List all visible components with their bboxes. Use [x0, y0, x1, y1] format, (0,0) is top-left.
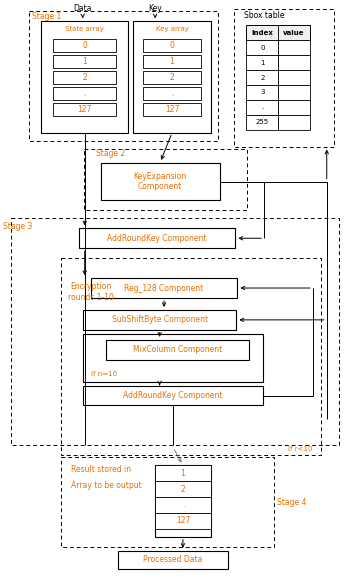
Bar — [106, 340, 249, 360]
Bar — [79, 228, 236, 248]
Text: 2: 2 — [170, 73, 174, 82]
Bar — [53, 103, 117, 116]
Bar — [278, 40, 310, 55]
Bar — [278, 55, 310, 70]
Text: State array: State array — [65, 26, 104, 32]
Bar — [61, 457, 274, 547]
Text: 3: 3 — [260, 90, 265, 95]
Text: Stage 4: Stage 4 — [277, 497, 307, 507]
Bar — [278, 70, 310, 85]
Bar — [246, 85, 278, 100]
Text: Data: Data — [74, 4, 92, 13]
Bar — [246, 40, 278, 55]
Text: 1: 1 — [170, 57, 174, 66]
Bar — [143, 71, 201, 84]
Bar — [118, 550, 227, 569]
Text: rounds 1-10: rounds 1-10 — [68, 294, 114, 302]
Bar — [11, 218, 338, 445]
Bar — [53, 39, 117, 52]
Text: Stage 3: Stage 3 — [3, 222, 33, 231]
Text: 1: 1 — [181, 469, 185, 477]
Bar — [41, 21, 128, 133]
Bar — [53, 55, 117, 68]
Text: KeyExpansion
Component: KeyExpansion Component — [133, 172, 187, 191]
Text: .: . — [171, 89, 173, 98]
Text: 0: 0 — [82, 41, 87, 50]
Text: Stage 1: Stage 1 — [32, 12, 62, 21]
Bar — [278, 85, 310, 100]
Text: MixColumn Component: MixColumn Component — [133, 345, 222, 355]
Bar — [84, 149, 247, 211]
Text: Index: Index — [251, 30, 273, 36]
Text: 0: 0 — [170, 41, 174, 50]
Text: 127: 127 — [165, 105, 179, 114]
Bar — [83, 334, 263, 381]
Text: .: . — [84, 89, 86, 98]
Text: .: . — [182, 501, 184, 510]
Bar — [143, 55, 201, 68]
Text: Result stored in: Result stored in — [71, 464, 131, 474]
Text: Array to be output: Array to be output — [71, 481, 142, 490]
Text: 255: 255 — [256, 119, 269, 125]
Bar — [246, 115, 278, 130]
Bar — [53, 87, 117, 100]
Text: 127: 127 — [77, 105, 92, 114]
Text: 1: 1 — [260, 60, 265, 66]
Text: Key array: Key array — [155, 26, 189, 32]
Bar — [100, 163, 219, 201]
Text: 2: 2 — [260, 74, 265, 81]
Bar — [83, 310, 236, 330]
Text: 0: 0 — [260, 44, 265, 51]
Text: Processed Data: Processed Data — [143, 555, 203, 564]
Text: value: value — [283, 30, 305, 36]
Bar — [143, 87, 201, 100]
Bar — [143, 103, 201, 116]
Bar — [246, 100, 278, 115]
Bar — [246, 55, 278, 70]
Text: If n=10: If n=10 — [92, 371, 118, 377]
Text: AddRoundKey Component: AddRoundKey Component — [107, 234, 207, 243]
Text: 1: 1 — [82, 57, 87, 66]
Text: Key: Key — [148, 4, 162, 13]
Text: Stage 2: Stage 2 — [96, 149, 125, 158]
Bar — [155, 465, 211, 481]
Bar — [246, 70, 278, 85]
Bar — [53, 71, 117, 84]
Bar — [155, 497, 211, 513]
Bar — [143, 39, 201, 52]
Bar — [61, 258, 321, 455]
Bar — [246, 25, 310, 40]
Text: AddRoundKey Component: AddRoundKey Component — [123, 391, 223, 400]
Bar — [235, 9, 334, 147]
Bar — [278, 115, 310, 130]
Text: 2: 2 — [82, 73, 87, 82]
Bar — [29, 11, 218, 141]
Text: .: . — [261, 104, 264, 111]
Text: Reg_128 Component: Reg_128 Component — [125, 284, 204, 292]
Text: Sbox table: Sbox table — [244, 11, 285, 20]
Bar — [155, 513, 211, 529]
Text: 127: 127 — [176, 517, 190, 525]
Text: SubShiftByte Component: SubShiftByte Component — [111, 315, 208, 324]
Bar — [91, 278, 237, 298]
Bar — [133, 21, 211, 133]
Bar — [278, 100, 310, 115]
Text: If r<10: If r<10 — [288, 446, 313, 452]
Bar — [155, 465, 211, 537]
Text: Encryption: Encryption — [70, 281, 111, 291]
Bar — [155, 481, 211, 497]
Text: 2: 2 — [181, 484, 185, 494]
Bar — [83, 386, 263, 405]
